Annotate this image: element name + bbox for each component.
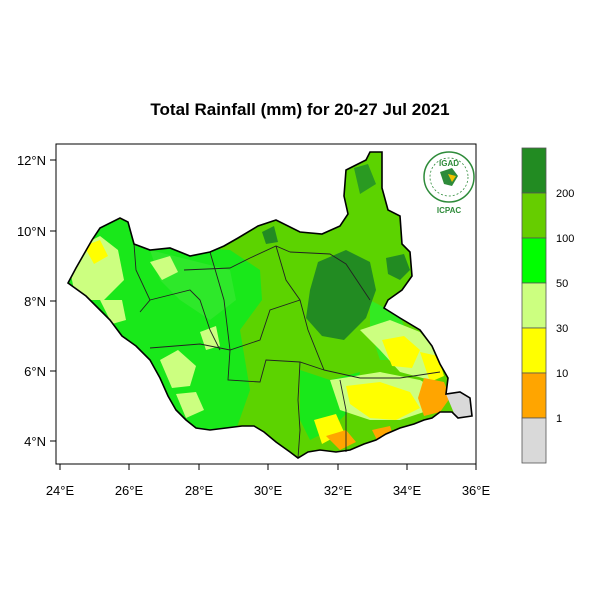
rainfall-zone-200-central xyxy=(262,226,278,244)
legend-label: 30 xyxy=(556,323,568,335)
legend-swatch-100-200 xyxy=(521,192,547,239)
rainfall-zone-1-10-south-a xyxy=(326,430,356,450)
rainfall-zone-1-10-east xyxy=(418,378,450,416)
rainfall-zone-30-50-northwest-b xyxy=(100,300,126,324)
rainfall-zone-10-30-south xyxy=(314,414,344,444)
x-tick-label: 24°E xyxy=(46,483,75,498)
x-tick-label: 28°E xyxy=(185,483,214,498)
state-boundaries xyxy=(133,243,441,459)
rainfall-zone-10-30-southeast xyxy=(346,382,420,420)
igad-icpac-logo: IGAD ICPAC xyxy=(423,151,475,215)
legend-label: 100 xyxy=(556,233,574,245)
legend-swatch-50-100 xyxy=(521,237,547,284)
logo-igad-text: IGAD xyxy=(439,159,459,168)
boundary-wbg-warrap xyxy=(149,289,221,351)
logo-inner-ring xyxy=(429,157,469,197)
legend-swatch-30-50 xyxy=(521,282,547,329)
x-tick-label: 32°E xyxy=(324,483,353,498)
rainfall-zone-30-50-southwest xyxy=(176,392,204,418)
legend-swatch-10-30 xyxy=(521,327,547,374)
y-tick-label: 6°N xyxy=(24,364,46,379)
rainfall-zone-30-50-west-a xyxy=(150,256,178,280)
boundary-warrap-unity xyxy=(209,251,231,351)
rainfall-zone-30-50-west-c xyxy=(200,326,220,350)
map-title: Total Rainfall (mm) for 20-27 Jul 2021 xyxy=(150,100,450,119)
logo-icpac-text: ICPAC xyxy=(437,206,462,215)
legend-swatch-200-plus xyxy=(521,147,547,194)
rainfall-zone-10-30-east-a xyxy=(382,336,420,368)
rainfall-zone-200-northeast xyxy=(386,254,410,280)
boundary-lakes-warrap xyxy=(149,299,301,351)
y-tick-label: 10°N xyxy=(17,224,46,239)
x-tick-label: 36°E xyxy=(462,483,491,498)
y-tick-label: 4°N xyxy=(24,434,46,449)
rainfall-zone-200-north xyxy=(354,164,376,194)
x-tick-label: 30°E xyxy=(254,483,283,498)
boundary-ce-west xyxy=(297,361,301,459)
boundary-wbg-lakes xyxy=(133,243,151,313)
axis-ticks xyxy=(50,159,477,470)
x-tick-label: 34°E xyxy=(393,483,422,498)
boundary-jonglei-eq xyxy=(323,369,441,379)
rainfall-zone-10-30-northwest xyxy=(84,240,108,264)
legend-label: 1 xyxy=(556,413,562,425)
boundary-lakes-ce xyxy=(227,349,325,383)
x-tick-label: 26°E xyxy=(115,483,144,498)
igad-region-icon xyxy=(448,174,456,182)
rainfall-zone-30-50-west-b xyxy=(160,350,196,388)
boundary-ce-ee xyxy=(339,379,347,452)
boundary-upper-nile xyxy=(289,251,371,301)
legend-colorbar xyxy=(521,147,547,464)
rainfall-zone-200-jonglei xyxy=(306,250,376,340)
y-tick-label: 12°N xyxy=(17,153,46,168)
africa-map-icon xyxy=(440,168,458,186)
legend-label: 50 xyxy=(556,278,568,290)
rainfall-zone-0-1-ilemi xyxy=(446,390,472,418)
legend-swatch-1-10 xyxy=(521,372,547,419)
legend-label: 10 xyxy=(556,368,568,380)
y-tick-label: 8°N xyxy=(24,294,46,309)
legend-label: 200 xyxy=(556,188,574,200)
legend-swatch-0-1 xyxy=(521,417,547,464)
